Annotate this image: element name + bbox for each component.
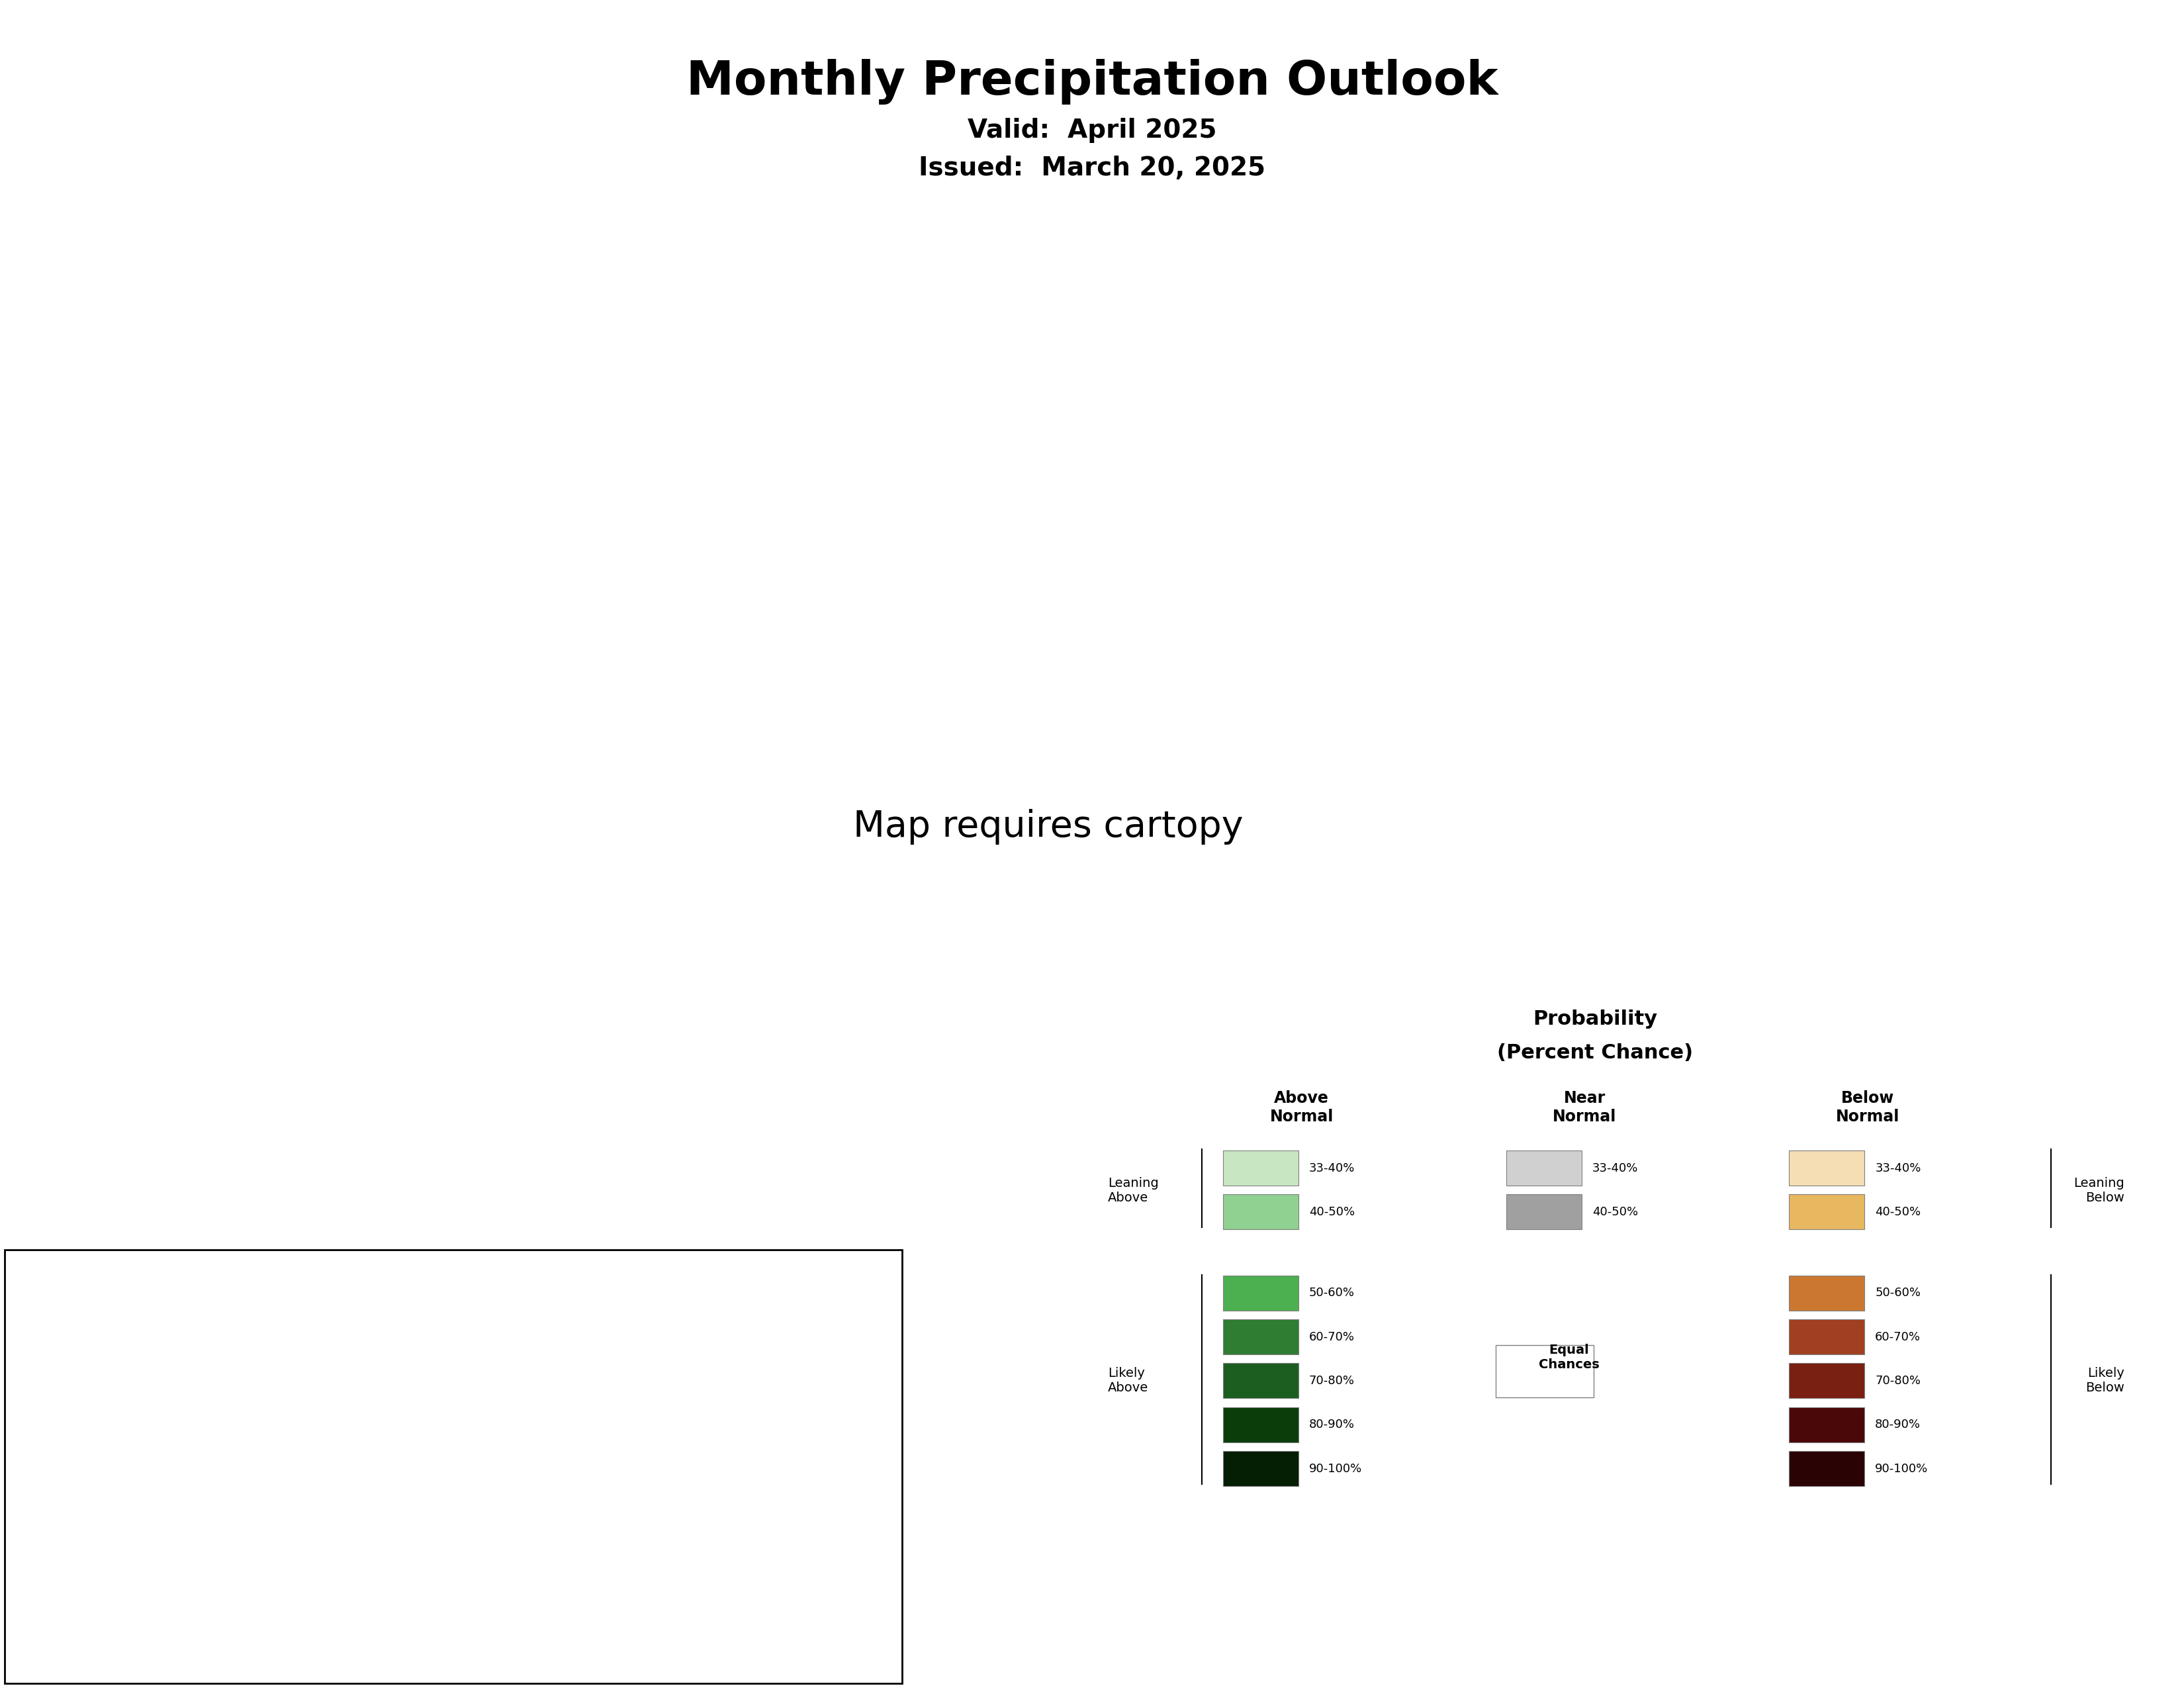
- FancyBboxPatch shape: [1223, 1408, 1299, 1442]
- Text: 60-70%: 60-70%: [1876, 1330, 1920, 1344]
- FancyBboxPatch shape: [1789, 1408, 1865, 1442]
- Text: 60-70%: 60-70%: [1308, 1330, 1354, 1344]
- Text: Probability: Probability: [1533, 1009, 1658, 1028]
- Text: Leaning
Below: Leaning Below: [2075, 1177, 2125, 1204]
- Text: 50-60%: 50-60%: [1876, 1286, 1920, 1300]
- Text: 40-50%: 40-50%: [1592, 1205, 1638, 1219]
- Text: Likely
Below: Likely Below: [2086, 1367, 2125, 1394]
- Text: 33-40%: 33-40%: [1592, 1161, 1638, 1175]
- FancyBboxPatch shape: [1223, 1151, 1299, 1185]
- FancyBboxPatch shape: [1223, 1276, 1299, 1310]
- FancyBboxPatch shape: [1789, 1276, 1865, 1310]
- FancyBboxPatch shape: [1789, 1364, 1865, 1398]
- Text: 40-50%: 40-50%: [1308, 1205, 1354, 1219]
- Text: Below
Normal: Below Normal: [1837, 1090, 1900, 1124]
- FancyBboxPatch shape: [1507, 1195, 1581, 1229]
- FancyBboxPatch shape: [1223, 1320, 1299, 1354]
- Text: 50-60%: 50-60%: [1308, 1286, 1354, 1300]
- Text: Issued:  March 20, 2025: Issued: March 20, 2025: [919, 155, 1265, 181]
- Text: 70-80%: 70-80%: [1308, 1374, 1354, 1388]
- Text: 80-90%: 80-90%: [1308, 1418, 1354, 1431]
- FancyBboxPatch shape: [1496, 1345, 1594, 1398]
- Text: 40-50%: 40-50%: [1876, 1205, 1922, 1219]
- Text: Monthly Precipitation Outlook: Monthly Precipitation Outlook: [686, 59, 1498, 105]
- Text: Likely
Above: Likely Above: [1107, 1367, 1149, 1394]
- FancyBboxPatch shape: [1223, 1364, 1299, 1398]
- Text: 70-80%: 70-80%: [1876, 1374, 1920, 1388]
- Text: 90-100%: 90-100%: [1308, 1462, 1363, 1475]
- Text: Above
Normal: Above Normal: [1269, 1090, 1334, 1124]
- Text: 33-40%: 33-40%: [1876, 1161, 1922, 1175]
- FancyBboxPatch shape: [1789, 1320, 1865, 1354]
- FancyBboxPatch shape: [1789, 1151, 1865, 1185]
- Text: Near
Normal: Near Normal: [1553, 1090, 1616, 1124]
- FancyBboxPatch shape: [1789, 1195, 1865, 1229]
- FancyBboxPatch shape: [1789, 1452, 1865, 1485]
- Text: 90-100%: 90-100%: [1876, 1462, 1928, 1475]
- Text: Valid:  April 2025: Valid: April 2025: [968, 118, 1216, 143]
- FancyBboxPatch shape: [1223, 1195, 1299, 1229]
- Text: Map requires cartopy: Map requires cartopy: [854, 809, 1243, 846]
- Text: 33-40%: 33-40%: [1308, 1161, 1354, 1175]
- Text: Leaning
Above: Leaning Above: [1107, 1177, 1158, 1204]
- FancyBboxPatch shape: [1223, 1452, 1299, 1485]
- FancyBboxPatch shape: [1507, 1151, 1581, 1185]
- Text: (Percent Chance): (Percent Chance): [1498, 1043, 1693, 1062]
- Text: Equal
Chances: Equal Chances: [1538, 1344, 1599, 1371]
- Text: 80-90%: 80-90%: [1876, 1418, 1920, 1431]
